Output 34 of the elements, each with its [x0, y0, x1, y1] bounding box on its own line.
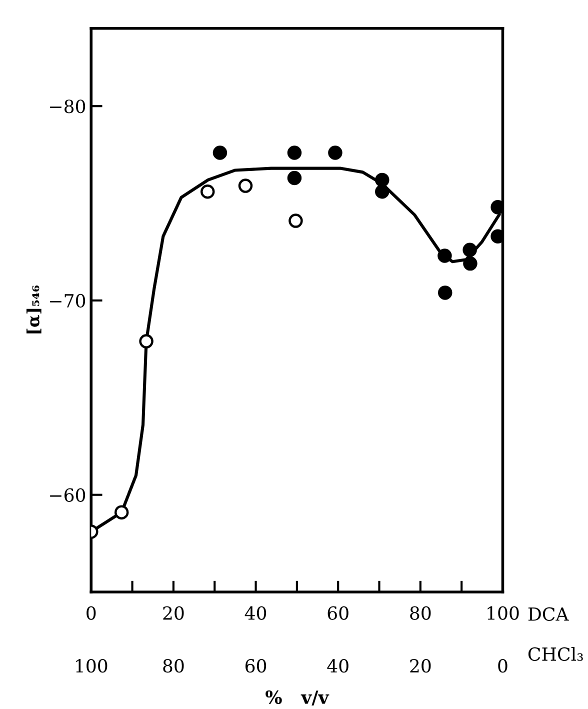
- x-tick-label: 20: [163, 606, 184, 620]
- point: [438, 286, 452, 300]
- point: [375, 184, 390, 199]
- point: [287, 146, 302, 160]
- x-tick-label: 80: [410, 606, 431, 620]
- x2-tick-label: 100: [76, 659, 108, 673]
- x2-tick-label: 80: [163, 659, 184, 673]
- point: [238, 178, 253, 193]
- x-tick-label: 40: [244, 606, 266, 620]
- x-axis-title: % v/v: [266, 690, 330, 706]
- point: [114, 505, 129, 520]
- point: [212, 146, 228, 160]
- y-tick-label: −60: [50, 488, 86, 502]
- text: DCA: [528, 607, 569, 621]
- point: [438, 248, 452, 263]
- x-tick-label: 0: [86, 606, 96, 620]
- point: [375, 172, 390, 188]
- y-tick-label: −80: [50, 100, 86, 114]
- y-axis-title: [α]₅₄₆: [26, 285, 42, 334]
- point: [463, 256, 478, 271]
- point: [328, 146, 342, 160]
- x2-tick-label: 60: [246, 659, 266, 673]
- point: [139, 334, 154, 348]
- point: [287, 170, 302, 186]
- x2-tick-label: 40: [327, 659, 348, 673]
- text: CHCl₃: [528, 646, 583, 661]
- point: [462, 242, 477, 258]
- point: [200, 184, 215, 199]
- y-tick-label: −70: [50, 294, 86, 308]
- x-tick-label: 60: [328, 606, 348, 620]
- x2-tick-label: 20: [410, 659, 431, 673]
- x2-tick-label: 0: [498, 659, 508, 673]
- point: [288, 214, 303, 228]
- x-tick-label: 100: [488, 606, 519, 620]
